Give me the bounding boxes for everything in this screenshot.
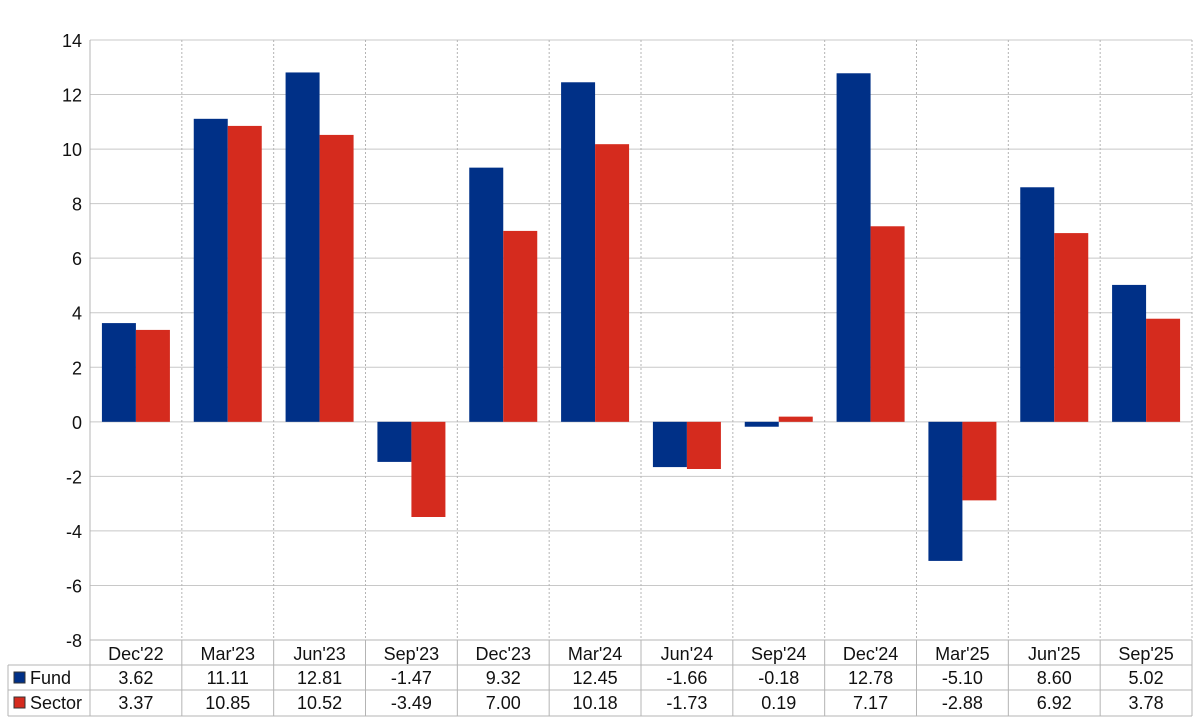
data-label-fund: -1.66 [666,668,707,688]
y-tick-label: 10 [62,140,82,160]
x-tick-label: Jun'25 [1028,644,1080,664]
data-label-sector: 10.18 [573,693,618,713]
bar-sector-1 [135,329,170,422]
bar-sector-11 [1054,233,1089,422]
chart-bars [101,72,1181,561]
data-label-fund: 12.78 [848,668,893,688]
x-tick-label: Dec'23 [476,644,531,664]
bar-sector-3 [319,134,354,422]
y-tick-label: -4 [66,522,82,542]
bar-sector-8 [778,416,813,422]
data-label-fund: -0.18 [758,668,799,688]
y-tick-label: 4 [72,304,82,324]
bar-fund-6 [561,82,596,422]
x-tick-label: Dec'22 [108,644,163,664]
data-label-fund: -1.47 [391,668,432,688]
y-tick-label: -2 [66,467,82,487]
legend-label-fund: Fund [30,668,71,688]
x-tick-label: Sep'23 [384,644,440,664]
x-tick-label: Dec'24 [843,644,898,664]
bar-sector-6 [595,144,630,422]
bar-fund-9 [836,73,871,422]
bar-sector-10 [962,421,997,501]
data-label-sector: 7.17 [853,693,888,713]
bar-fund-12 [1112,284,1147,422]
x-tick-label: Jun'24 [661,644,713,664]
data-label-sector: -3.49 [391,693,432,713]
data-label-sector: 10.52 [297,693,342,713]
data-table: Dec'22 Mar'23 Jun'23 Sep'23 Dec'23 Mar'24 Jun'… [7,639,1193,717]
y-tick-label: 14 [62,31,82,51]
bar-fund-1 [101,323,136,422]
bar-fund-11 [1020,187,1055,422]
data-label-fund: 12.45 [573,668,618,688]
bar-fund-3 [285,72,320,422]
y-tick-label: -8 [66,631,82,651]
x-tick-label: Sep'24 [751,644,807,664]
data-label-fund: 8.60 [1037,668,1072,688]
data-label-sector: 3.78 [1129,693,1164,713]
y-tick-label: 2 [72,358,82,378]
bar-sector-7 [686,421,721,469]
data-label-fund: 11.11 [207,668,249,688]
bar-fund-7 [652,421,687,468]
bar-fund-10 [928,421,963,561]
x-tick-label: Sep'25 [1118,644,1174,664]
data-label-fund: 3.62 [118,668,153,688]
data-label-fund: 5.02 [1129,668,1164,688]
x-tick-label: Mar'25 [935,644,989,664]
data-label-fund: 9.32 [486,668,521,688]
data-label-sector: -1.73 [666,693,707,713]
data-label-sector: 0.19 [761,693,796,713]
legend-swatch-fund [13,671,26,684]
bar-sector-9 [870,226,905,422]
data-label-sector: 7.00 [486,693,521,713]
bar-sector-5 [503,230,538,422]
x-tick-label: Jun'23 [293,644,345,664]
x-tick-label: Mar'24 [568,644,622,664]
y-tick-label: 6 [72,249,82,269]
y-tick-label: 12 [62,86,82,106]
bar-sector-2 [227,125,262,422]
y-tick-label: 8 [72,195,82,215]
bar-fund-5 [469,167,504,422]
bar-fund-2 [193,118,228,422]
x-tick-label: Mar'23 [201,644,255,664]
data-label-sector: 10.85 [205,693,250,713]
data-label-sector: 3.37 [118,693,153,713]
bar-sector-12 [1146,318,1181,422]
data-label-fund: 12.81 [297,668,342,688]
legend-label-sector: Sector [30,693,82,713]
data-label-fund: -5.10 [942,668,983,688]
y-tick-label: -6 [66,576,82,596]
data-label-sector: -2.88 [942,693,983,713]
bar-fund-4 [377,421,412,462]
data-label-sector: 6.92 [1037,693,1072,713]
bar-sector-4 [411,421,446,517]
y-tick-label: 0 [72,413,82,433]
legend-swatch-sector [13,696,26,709]
y-axis: 14 12 10 8 6 4 2 0 -2 -4 -6 -8 [62,31,82,651]
bar-fund-8 [744,421,779,427]
